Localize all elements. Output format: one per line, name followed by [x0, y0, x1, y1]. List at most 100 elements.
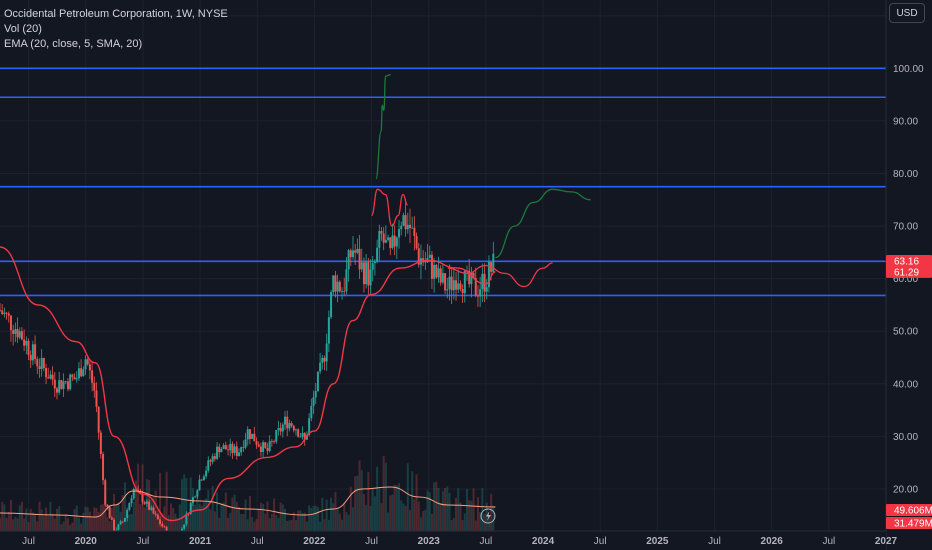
- candle-body: [297, 429, 300, 437]
- candle-body: [371, 263, 374, 270]
- volume-bar: [71, 522, 74, 531]
- candle-body: [262, 442, 265, 452]
- volume-bar: [229, 513, 232, 531]
- candle-body: [406, 224, 409, 230]
- candle-body: [86, 359, 89, 365]
- candle-body: [235, 446, 238, 456]
- volume-bar: [82, 512, 85, 531]
- volume-bar: [316, 506, 319, 531]
- volume-bar: [104, 494, 107, 531]
- candle-body: [332, 275, 335, 293]
- candle-body: [73, 377, 76, 380]
- volume-bar: [448, 492, 451, 531]
- candle-body: [139, 490, 142, 494]
- volume-bar: [165, 471, 168, 531]
- candle-body: [71, 374, 74, 378]
- candle-body: [14, 329, 17, 334]
- candle-body: [121, 521, 124, 523]
- volume-bar: [294, 520, 297, 531]
- candle-body: [439, 268, 442, 283]
- volume-bar: [20, 501, 23, 531]
- volume-bar: [139, 504, 142, 531]
- horizontal-levels[interactable]: [0, 67, 886, 297]
- candle-body: [200, 479, 203, 481]
- candle-body: [273, 441, 276, 443]
- time-tick-label: Jul: [22, 536, 35, 547]
- candle-body: [319, 362, 322, 372]
- candle-body: [446, 289, 449, 291]
- volume-bars: [0, 456, 495, 531]
- candle-body: [284, 416, 287, 425]
- time-tick-label: Jul: [479, 536, 492, 547]
- candle-body: [9, 315, 12, 331]
- price-tick-label: 100.00: [893, 64, 924, 75]
- projected-path-drawing: [495, 188, 591, 259]
- volume-bar: [246, 519, 249, 531]
- candle-body: [211, 456, 214, 462]
- candle-body: [428, 254, 431, 258]
- volume-bar: [23, 518, 26, 531]
- volume-bar: [84, 506, 87, 531]
- volume-bar: [3, 504, 6, 531]
- volume-bar: [86, 507, 89, 531]
- candle-body: [128, 503, 131, 510]
- candle-body: [47, 377, 50, 379]
- volume-bar: [479, 512, 482, 531]
- candle-body: [292, 425, 295, 431]
- candle-body: [108, 506, 111, 518]
- user-drawings[interactable]: [370, 74, 591, 288]
- volume-bar: [384, 462, 387, 531]
- volume-bar: [66, 518, 69, 531]
- volume-indicator-label[interactable]: Vol (20): [4, 23, 42, 35]
- volume-bar: [444, 487, 447, 531]
- time-tick-label: Jul: [251, 536, 264, 547]
- volume-bar: [209, 509, 212, 531]
- price-badge-bg: [886, 504, 932, 516]
- lightning-icon[interactable]: [480, 508, 496, 524]
- price-tick-label: 70.00: [893, 222, 918, 233]
- volume-bar: [259, 502, 262, 531]
- volume-bar: [45, 507, 48, 531]
- volume-bar: [452, 518, 455, 531]
- volume-bar: [360, 470, 363, 531]
- candle-body: [194, 496, 197, 498]
- volume-bar: [143, 507, 146, 531]
- symbol-title[interactable]: Occidental Petroleum Corporation, 1W, NY…: [4, 8, 228, 20]
- volume-bar: [117, 502, 120, 531]
- volume-bar: [40, 509, 43, 531]
- volume-bar: [38, 501, 41, 531]
- volume-bar: [373, 496, 376, 531]
- candle-body: [441, 273, 444, 283]
- volume-bar: [288, 520, 291, 531]
- volume-bar: [380, 503, 383, 531]
- candle-body: [159, 519, 162, 524]
- chart-legend: Occidental Petroleum Corporation, 1W, NY…: [4, 7, 228, 52]
- candle-body: [161, 523, 164, 527]
- volume-bar: [391, 494, 394, 531]
- volume-bar: [91, 517, 94, 531]
- volume-bar: [77, 517, 80, 531]
- candle-body: [156, 514, 159, 520]
- candle-body: [150, 507, 153, 510]
- candle-body: [198, 479, 201, 491]
- volume-bar: [198, 504, 201, 531]
- volume-bar: [159, 472, 162, 531]
- candle-body: [248, 429, 251, 439]
- candle-body: [264, 442, 267, 448]
- candle-body: [358, 248, 361, 270]
- candle-body: [141, 493, 144, 503]
- volume-bar: [213, 511, 216, 531]
- candle-body: [259, 446, 262, 452]
- volume-bar: [170, 503, 173, 531]
- time-scale-panel[interactable]: [0, 531, 886, 550]
- volume-bar: [481, 488, 484, 531]
- candle-body: [312, 397, 315, 406]
- candle-body: [275, 430, 278, 442]
- currency-button[interactable]: USD: [889, 3, 925, 23]
- price-badge-bg: [886, 517, 932, 529]
- volume-bar: [99, 504, 102, 531]
- candle-body: [351, 250, 354, 258]
- ema-indicator-label[interactable]: EMA (20, close, 5, SMA, 20): [4, 38, 143, 50]
- candle-body: [97, 406, 100, 433]
